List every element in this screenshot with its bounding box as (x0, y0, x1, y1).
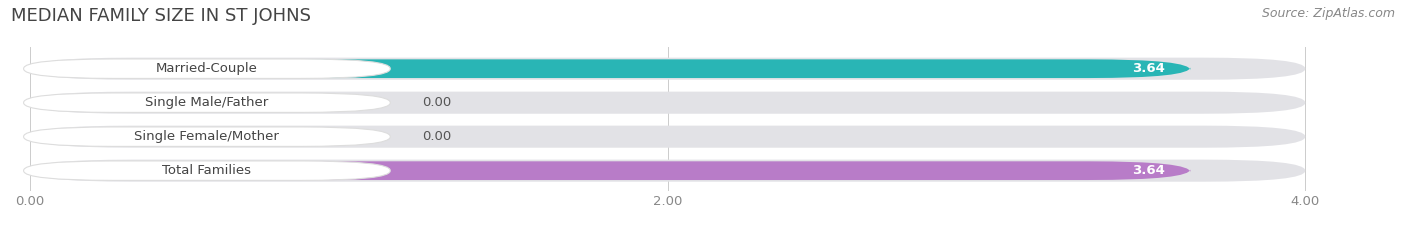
FancyBboxPatch shape (30, 59, 1191, 78)
Text: 0.00: 0.00 (422, 96, 451, 109)
Text: Married-Couple: Married-Couple (156, 62, 257, 75)
FancyBboxPatch shape (24, 93, 391, 112)
FancyBboxPatch shape (24, 59, 391, 79)
Text: Single Male/Father: Single Male/Father (145, 96, 269, 109)
Text: Total Families: Total Families (163, 164, 252, 177)
FancyBboxPatch shape (30, 126, 1305, 148)
FancyBboxPatch shape (30, 161, 1191, 180)
Text: 0.00: 0.00 (422, 130, 451, 143)
FancyBboxPatch shape (30, 92, 1305, 114)
FancyBboxPatch shape (30, 58, 1305, 80)
Text: Source: ZipAtlas.com: Source: ZipAtlas.com (1261, 7, 1395, 20)
FancyBboxPatch shape (24, 161, 391, 180)
Text: Single Female/Mother: Single Female/Mother (135, 130, 280, 143)
FancyBboxPatch shape (24, 127, 391, 146)
Text: MEDIAN FAMILY SIZE IN ST JOHNS: MEDIAN FAMILY SIZE IN ST JOHNS (11, 7, 311, 25)
FancyBboxPatch shape (30, 160, 1305, 182)
Text: 3.64: 3.64 (1132, 62, 1166, 75)
Text: 3.64: 3.64 (1132, 164, 1166, 177)
